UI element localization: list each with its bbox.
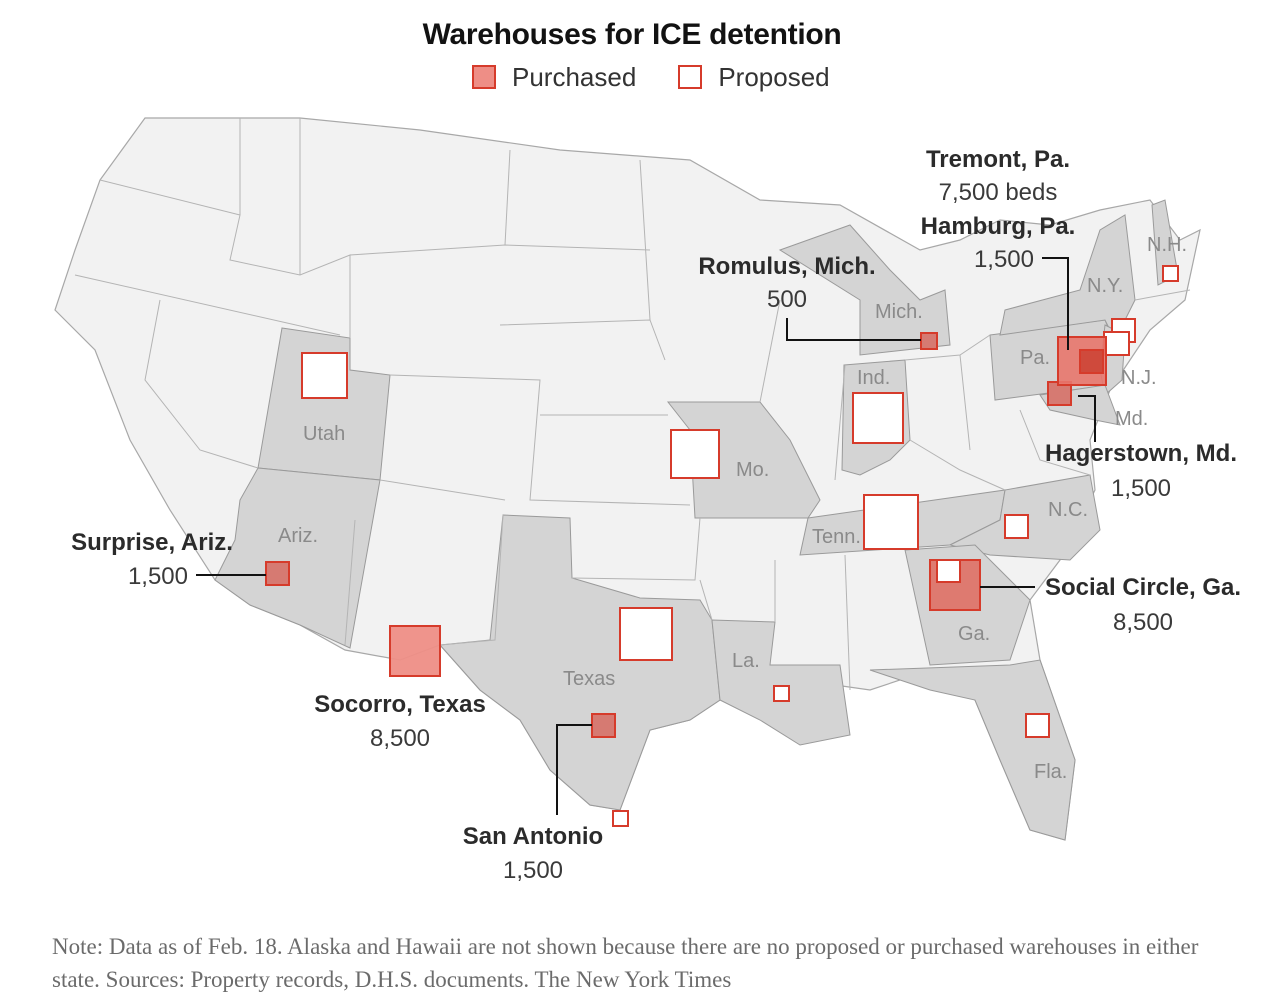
leader-lines (196, 257, 1096, 815)
leader-hamburg (1042, 257, 1069, 350)
proposed-marker-new-jersey-south (1103, 331, 1130, 356)
state-label: N.Y. (1087, 275, 1123, 297)
callouts: Tremont, Pa. 7,500 beds Hamburg, Pa. 1,5… (71, 146, 1241, 884)
callout-surprise-city: Surprise, Ariz. (71, 529, 233, 556)
proposed-marker-new-hampshire (1162, 265, 1179, 282)
proposed-marker-georgia (936, 559, 961, 583)
proposed-marker-kansas-city (670, 429, 720, 479)
footnote: Note: Data as of Feb. 18. Alaska and Haw… (52, 934, 1199, 992)
leader-romulus (786, 318, 921, 341)
state-arizona (214, 467, 381, 649)
state-label: Tenn. (812, 526, 861, 548)
legend-item-proposed: Proposed (678, 61, 830, 93)
state-label: N.J. (1121, 367, 1157, 389)
leader-hagerstown (1078, 395, 1096, 442)
callout-hagerstown-capacity: 1,500 (1111, 475, 1171, 502)
state-labels: Utah Ariz. Texas Mo. Tenn. Ind. Mich. Pa… (278, 234, 1187, 783)
purchased-marker-socorro (389, 625, 441, 677)
proposed-marker-indiana (852, 392, 904, 444)
proposed-marker-tennessee (863, 494, 919, 550)
purchased-marker-surprise (265, 561, 290, 586)
callout-social-circle-city: Social Circle, Ga. (1045, 574, 1241, 601)
callout-socorro-capacity: 8,500 (370, 725, 430, 752)
proposed-marker-louisiana (773, 685, 790, 702)
callout-hagerstown-city: Hagerstown, Md. (1045, 440, 1237, 467)
callout-san-antonio-city: San Antonio (463, 823, 603, 850)
legend: Purchased Proposed (472, 60, 872, 94)
proposed-marker-south-texas (612, 810, 629, 827)
callout-tremont-capacity: 7,500 beds (939, 179, 1058, 206)
state-borders (74, 118, 1191, 691)
proposed-marker-north-carolina (1004, 514, 1029, 539)
state-label: Md. (1115, 408, 1148, 430)
purchased-marker-hamburg (1079, 349, 1104, 374)
state-label: N.H. (1147, 234, 1187, 256)
callout-romulus-capacity: 500 (767, 286, 807, 313)
state-label: Ga. (958, 623, 990, 645)
purchased-swatch (472, 65, 496, 89)
state-texas (438, 514, 721, 811)
callout-romulus-city: Romulus, Mich. (698, 253, 875, 280)
state-louisiana (711, 619, 851, 746)
leader-san-antonio (556, 724, 592, 815)
legend-item-purchased: Purchased (472, 62, 636, 93)
callout-tremont-city: Tremont, Pa. (926, 146, 1070, 173)
proposed-swatch (678, 65, 703, 89)
purchased-marker-romulus (920, 332, 938, 350)
proposed-marker-florida (1025, 713, 1050, 738)
state-label: Texas (563, 668, 615, 690)
legend-label-proposed: Proposed (718, 61, 830, 92)
legend-label-purchased: Purchased (512, 61, 637, 92)
state-label: Pa. (1020, 347, 1050, 369)
callout-hamburg-capacity: 1,500 (974, 246, 1034, 273)
chart-title: Warehouses for ICE detention (422, 18, 842, 51)
callout-san-antonio-capacity: 1,500 (503, 857, 563, 884)
state-label: Fla. (1034, 761, 1067, 783)
proposed-markers (301, 265, 1179, 827)
state-florida (869, 659, 1076, 841)
proposed-marker-utah (301, 352, 348, 399)
proposed-marker-texas (619, 607, 673, 661)
state-label: Mich. (875, 301, 923, 323)
state-label: La. (732, 650, 760, 672)
state-michigan (778, 224, 951, 356)
state-label: Mo. (736, 459, 769, 481)
callout-socorro-city: Socorro, Texas (314, 691, 486, 718)
state-label: N.C. (1048, 499, 1088, 521)
state-label: Ind. (857, 367, 890, 389)
callout-surprise-capacity: 1,500 (128, 563, 188, 590)
purchased-marker-san-antonio (591, 713, 616, 738)
state-label: Ariz. (278, 525, 318, 547)
callout-hamburg-city: Hamburg, Pa. (921, 213, 1076, 240)
state-label: Utah (303, 423, 345, 445)
callout-social-circle-capacity: 8,500 (1113, 609, 1173, 636)
